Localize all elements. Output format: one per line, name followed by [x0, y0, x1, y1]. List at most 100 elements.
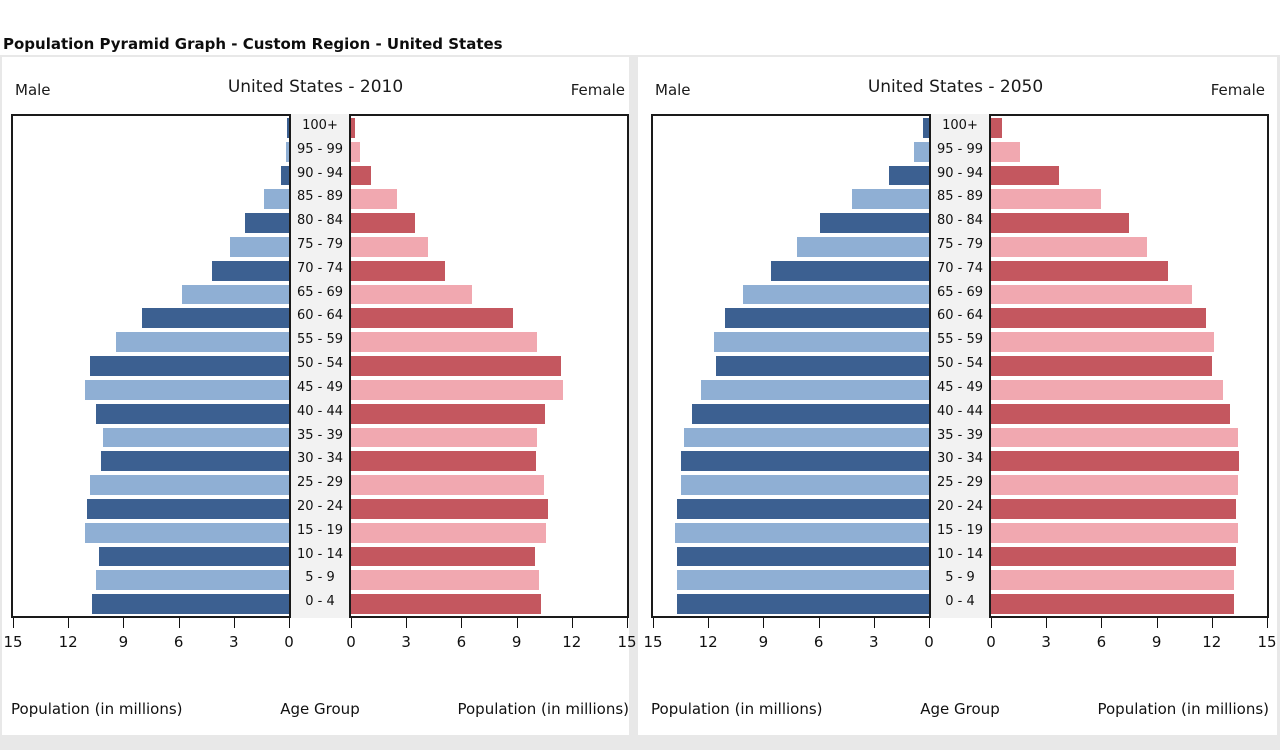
male-bar-65-69: [182, 284, 289, 305]
female-bar-40-44: [991, 403, 1231, 424]
female-bar-60-64: [991, 308, 1207, 329]
male-bar-35-39: [684, 427, 929, 448]
female-bar-40-44: [351, 403, 546, 424]
chart-title: United States - 2010: [227, 77, 404, 97]
x-axis-tick: [763, 618, 765, 628]
x-axis-tick-label: 3: [229, 633, 239, 651]
x-axis-tick-label: 6: [173, 633, 184, 651]
female-bar-30-34: [991, 451, 1240, 472]
male-label: Male: [655, 81, 691, 99]
pyramid-panel-2010: Male United States - 2010 Female 100+ 95 - 9…: [2, 57, 637, 735]
pyramid-panel-2050: Male United States - 2050 Female 100+ 95 - 9…: [638, 57, 1277, 735]
male-bar-65-69: [743, 284, 929, 305]
male-bar-75-79: [230, 237, 289, 257]
age-group-label: 95 - 99: [296, 141, 344, 157]
age-axis-strip: 100+ 95 - 99 90 - 94 85 - 89 80 - 84 75 - 79 7…: [931, 114, 989, 618]
male-bar-0-4: [92, 594, 289, 614]
female-label: Female: [570, 81, 625, 99]
male-bar-20-24: [676, 498, 929, 519]
female-bar-35-39: [991, 427, 1238, 448]
x-axis-tick: [708, 618, 710, 628]
x-axis-tick-label: 6: [813, 633, 824, 651]
x-axis-tick: [653, 618, 654, 628]
page-header: Population Pyramid Graph - Custom Region…: [0, 0, 1280, 55]
x-axis-tick: [818, 618, 820, 628]
x-axis-tick-label: 0: [346, 633, 356, 651]
age-group-label: 10 - 14: [296, 546, 344, 562]
male-bar-35-39: [103, 427, 289, 448]
age-group-label: 0 - 4: [945, 594, 975, 610]
x-axis-tick: [289, 618, 290, 628]
x-axis-tick: [516, 618, 518, 628]
female-bar-80-84: [991, 213, 1129, 234]
female-bar-55-59: [351, 332, 537, 353]
x-axis-tick: [178, 618, 180, 628]
female-bar-0-4: [351, 594, 541, 614]
age-group-label: 60 - 64: [936, 308, 984, 324]
male-bar-40-44: [95, 403, 289, 424]
x-axis-tick: [929, 618, 930, 628]
age-group-label: 100+: [942, 118, 978, 133]
age-group-label: 75 - 79: [936, 237, 984, 253]
male-bar-10-14: [98, 546, 289, 567]
age-group-label: 20 - 24: [936, 498, 984, 514]
male-bar-60-64: [141, 308, 289, 329]
age-group-label: 15 - 19: [936, 522, 984, 538]
pyramid-chart-2010: Male United States - 2010 Female 100+ 95 - 9…: [2, 57, 636, 735]
x-axis-tick-label: 12: [1202, 633, 1222, 651]
female-plot: [349, 114, 629, 618]
age-group-label: 15 - 19: [296, 522, 344, 538]
age-group-label: 0 - 4: [305, 594, 335, 610]
age-group-label: 70 - 74: [936, 260, 984, 276]
age-axis-strip: 100+ 95 - 99 90 - 94 85 - 89 80 - 84 75 - 79 7…: [291, 114, 349, 618]
x-axis-caption-right: Population (in millions): [457, 700, 629, 718]
x-axis-tick: [1101, 618, 1103, 628]
x-axis-tick: [123, 618, 125, 628]
female-bar-5-9: [991, 570, 1234, 591]
age-group-label: 30 - 34: [936, 451, 984, 467]
female-bar-95-99: [991, 141, 1021, 162]
x-axis-tick: [1156, 618, 1158, 628]
x-axis-caption-left: Population (in millions): [651, 700, 823, 718]
x-axis-tick-label: 9: [118, 633, 129, 651]
female-bar-75-79: [351, 237, 429, 257]
x-axis-tick-label: 6: [1096, 633, 1107, 651]
age-group-label: 60 - 64: [296, 308, 344, 324]
x-axis-tick-label: 0: [284, 633, 294, 651]
female-bar-5-9: [351, 570, 539, 591]
x-axis-tick: [571, 618, 573, 628]
female-bar-60-64: [351, 308, 513, 329]
male-bar-75-79: [796, 237, 929, 257]
female-bar-55-59: [991, 332, 1214, 353]
age-group-label: 65 - 69: [296, 284, 344, 300]
age-group-label: 35 - 39: [296, 427, 344, 443]
age-group-label: 55 - 59: [296, 332, 344, 348]
x-axis-tick-label: 15: [1257, 633, 1277, 651]
x-axis-tick-label: 3: [1041, 633, 1051, 651]
male-bar-70-74: [770, 260, 929, 281]
male-bar-30-34: [101, 451, 289, 472]
male-bar-20-24: [86, 498, 289, 519]
age-group-label: 65 - 69: [936, 284, 984, 300]
male-bar-85-89: [851, 189, 929, 210]
age-group-label: 90 - 94: [936, 165, 984, 181]
x-axis-tick-label: 3: [401, 633, 411, 651]
x-axis-tick-label: 9: [758, 633, 769, 651]
age-group-label: 30 - 34: [296, 451, 344, 467]
male-bar-40-44: [691, 403, 929, 424]
age-group-label: 95 - 99: [936, 141, 984, 157]
x-axis-tick-label: 15: [3, 633, 23, 651]
female-bar-15-19: [351, 522, 547, 543]
x-axis-tick: [13, 618, 14, 628]
male-bar-80-84: [820, 213, 929, 234]
age-group-label: 50 - 54: [936, 356, 984, 372]
age-group-label: 50 - 54: [296, 356, 344, 372]
female-bar-70-74: [991, 260, 1168, 281]
x-axis-tick-label: 12: [562, 633, 582, 651]
x-axis-tick-label: 15: [617, 633, 637, 651]
male-bar-5-9: [676, 570, 929, 591]
male-bar-10-14: [676, 546, 929, 567]
female-bar-20-24: [351, 498, 548, 519]
female-bar-90-94: [991, 165, 1060, 186]
age-group-label: 25 - 29: [296, 475, 344, 491]
